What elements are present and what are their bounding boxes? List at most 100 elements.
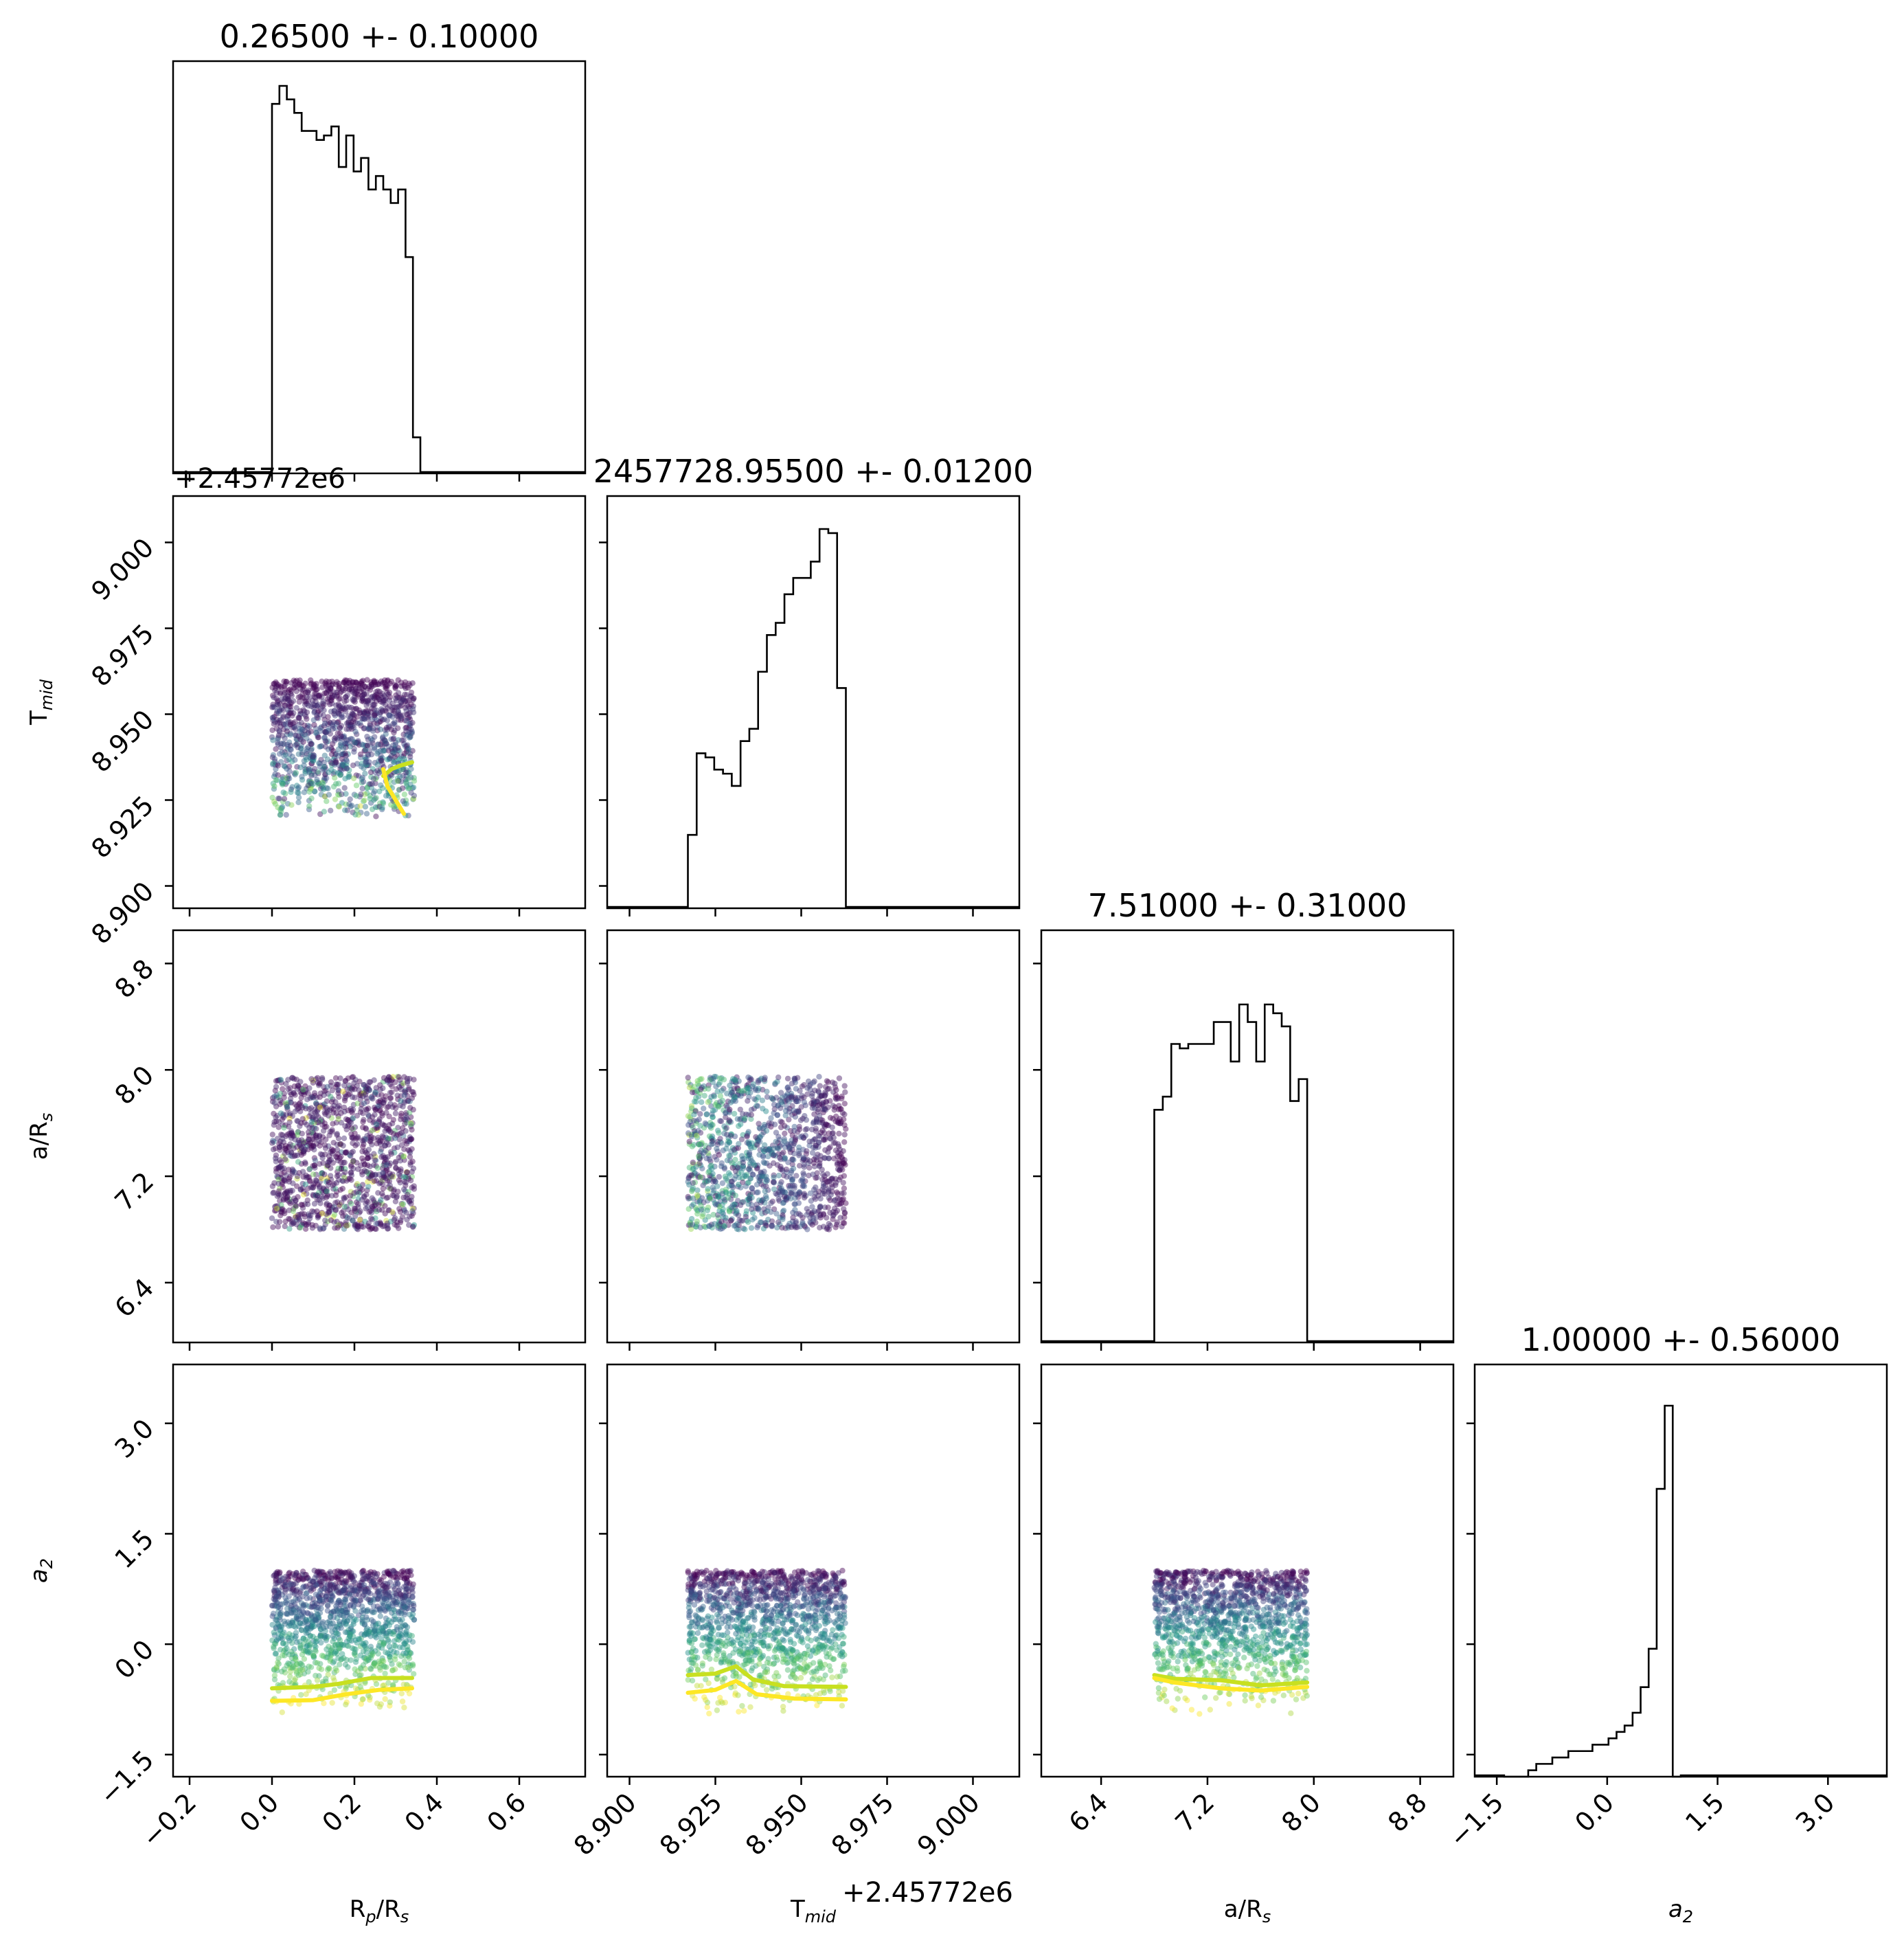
scatter-point: [403, 1112, 409, 1118]
scatter-point: [360, 712, 366, 719]
scatter-point: [300, 1191, 307, 1198]
scatter-point: [389, 1667, 396, 1674]
scatter-point: [406, 729, 412, 735]
scatter-point: [694, 1081, 701, 1087]
scatter-point: [337, 703, 343, 709]
scatter-point: [350, 696, 356, 703]
scatter-point: [370, 1619, 376, 1625]
scatter-point: [703, 1111, 710, 1117]
scatter-point: [689, 1188, 695, 1195]
scatter-point: [373, 813, 379, 820]
scatter-point: [335, 1116, 341, 1123]
scatter-point: [734, 1165, 741, 1171]
scatter-point: [279, 706, 285, 712]
scatter-point: [390, 1597, 397, 1604]
scatter-point: [371, 797, 377, 803]
scatter-point: [838, 1118, 844, 1125]
scatter-point: [359, 1641, 365, 1647]
scatter-point: [383, 793, 389, 799]
scatter-point: [374, 724, 381, 730]
scatter-point: [780, 1216, 786, 1222]
scatter-point: [395, 747, 401, 754]
scatter-point: [311, 1162, 318, 1169]
scatter-point: [323, 690, 329, 696]
scatter-point: [726, 1191, 733, 1197]
scatter-point: [279, 1116, 285, 1123]
scatter-point: [338, 743, 344, 750]
hist-frame-ars: [1040, 929, 1455, 1344]
scatter-point: [395, 769, 401, 776]
scatter-point: [400, 1186, 407, 1193]
scatter-point: [686, 1138, 692, 1145]
scatter-point: [763, 1195, 770, 1202]
scatter-point: [379, 739, 385, 745]
scatter-point: [388, 1151, 394, 1157]
scatter-point: [371, 677, 377, 684]
scatter-point: [310, 755, 316, 761]
scatter-point: [378, 758, 385, 764]
scatter-point: [365, 1147, 372, 1153]
scatter-point: [287, 1085, 293, 1091]
scatter-point: [357, 1185, 363, 1191]
scatter-point: [745, 1129, 751, 1135]
scatter-point: [269, 1613, 275, 1619]
scatter-point: [698, 1202, 704, 1209]
scatter-point: [789, 1132, 796, 1138]
scatter-point: [357, 803, 363, 809]
scatter-point: [815, 1151, 821, 1158]
scatter-point: [335, 730, 341, 737]
scatter-point: [394, 1222, 400, 1229]
scatter-point: [831, 1107, 837, 1113]
scatter-point: [732, 1094, 738, 1100]
scatter-point: [359, 1138, 365, 1144]
scatter-point: [314, 1660, 320, 1666]
scatter-point: [275, 734, 282, 741]
scatter-point: [359, 697, 365, 704]
scatter-point: [297, 708, 304, 714]
scatter-point: [367, 723, 373, 729]
scatter-point: [304, 716, 310, 722]
scatter-point: [337, 769, 343, 776]
scatter-point: [755, 1094, 761, 1101]
scatter-point: [310, 754, 316, 760]
scatter-point: [723, 1125, 729, 1132]
scatter-point: [740, 1111, 746, 1117]
scatter-point: [332, 796, 339, 802]
scatter-point: [361, 1607, 367, 1613]
scatter-point: [388, 753, 394, 759]
scatter-point: [325, 1112, 332, 1119]
scatter-point: [401, 741, 407, 747]
scatter-point: [293, 732, 299, 739]
scatter-point: [786, 1185, 793, 1191]
scatter-point: [319, 678, 325, 684]
scatter-point: [328, 685, 334, 691]
scatter-point: [811, 1078, 817, 1085]
scatter-point: [367, 781, 374, 787]
scatter-point: [317, 1132, 323, 1138]
scatter-point: [289, 1075, 296, 1081]
scatter-point: [324, 798, 330, 805]
scatter-point: [832, 1080, 838, 1087]
scatter-point: [374, 698, 380, 704]
scatter-point: [300, 1219, 306, 1226]
scatter-point: [801, 1164, 808, 1170]
scatter-point: [357, 720, 363, 726]
scatter-point: [282, 1178, 288, 1184]
scatter-point: [747, 1195, 753, 1202]
scatter-point: [397, 1209, 404, 1215]
scatter-point: [731, 1110, 738, 1117]
scatter-point: [366, 747, 372, 754]
scatter-point: [386, 712, 393, 719]
scatter-point: [705, 1178, 712, 1184]
scatter-point: [291, 677, 297, 684]
scatter-point: [356, 710, 363, 717]
scatter-point: [299, 1169, 306, 1175]
scatter-point: [304, 722, 311, 729]
scatter-point: [336, 804, 342, 810]
scatter-point: [734, 1116, 741, 1122]
scatter-point: [313, 698, 319, 705]
scatter-point: [350, 775, 357, 782]
scatter-point: [299, 726, 305, 732]
scatter-point: [328, 682, 335, 688]
scatter-point: [352, 1685, 359, 1691]
